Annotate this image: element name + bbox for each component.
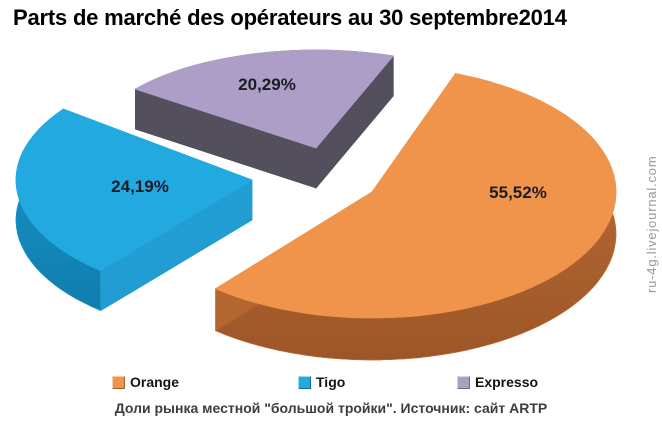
chart-title: Parts de marché des opérateurs au 30 sep… <box>13 5 567 30</box>
pie-slice-tigo-top <box>15 108 253 272</box>
pie-slice-expresso: 20,29% <box>134 49 395 189</box>
legend-label-tigo: Tigo <box>316 374 346 390</box>
pie-slice-expresso-top <box>134 49 395 149</box>
legend-swatch-tigo <box>298 375 311 389</box>
legend: Orange Tigo Expresso <box>0 373 662 393</box>
legend-item-tigo: Tigo <box>298 373 345 391</box>
watermark-text: ru-4g.livejournal.com <box>644 155 659 293</box>
chart-caption: Доли рынка местной "большой тройки". Ист… <box>114 400 548 416</box>
pie-slice-orange-percent-label: 55,52% <box>489 183 547 202</box>
pie-slice-tigo: 24,19% <box>15 108 253 312</box>
pie-slice-expresso-percent-label: 20,29% <box>238 75 296 94</box>
pie-slice-tigo-percent-label: 24,19% <box>111 177 169 196</box>
legend-item-orange: Orange <box>112 373 179 391</box>
legend-swatch-expresso <box>457 375 470 389</box>
legend-item-expresso: Expresso <box>457 373 538 391</box>
legend-swatch-orange <box>112 375 125 389</box>
legend-label-orange: Orange <box>130 374 180 390</box>
legend-label-expresso: Expresso <box>475 374 539 390</box>
pie-slice-orange-top <box>214 73 617 319</box>
pie-slice-orange: 55,52% <box>214 72 617 361</box>
